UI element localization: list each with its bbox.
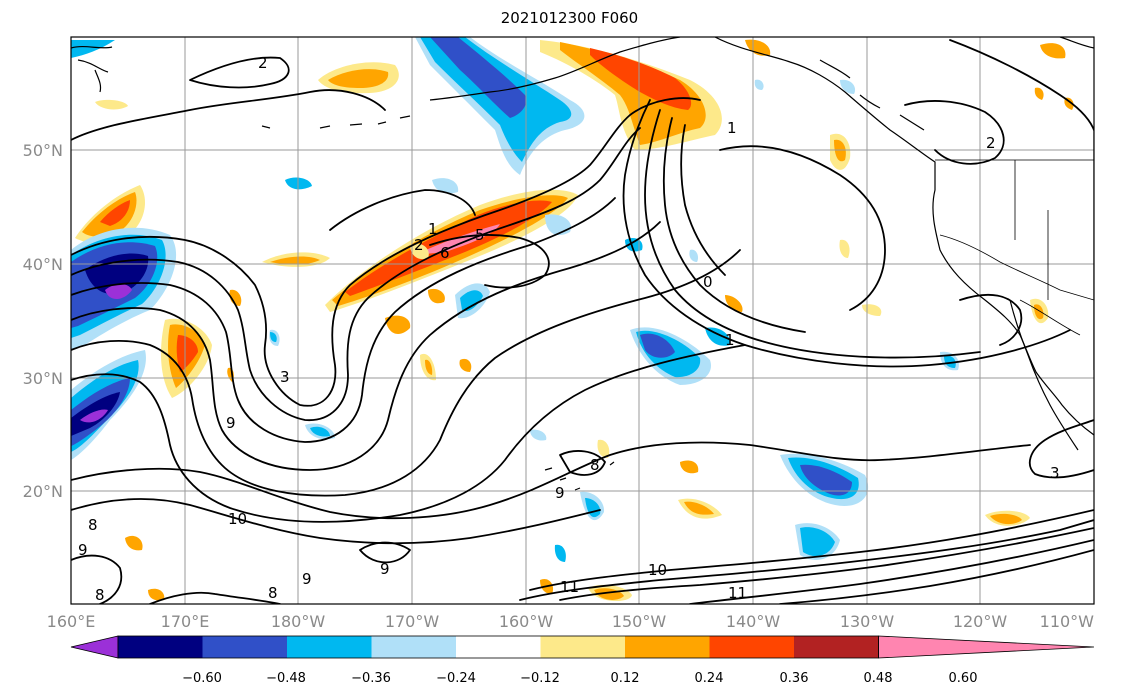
lon-label: 180°W <box>271 612 326 631</box>
colorbar-frame <box>117 635 879 659</box>
lat-label: 20°N <box>23 482 63 501</box>
colorbar-tick-label: 0.60 <box>949 671 978 686</box>
colorbar-tick-label: 0.48 <box>864 671 893 686</box>
contour-label: 9 <box>78 541 88 559</box>
lon-label: 170°E <box>161 612 210 631</box>
plot-frame <box>70 36 1095 605</box>
map-title: 2021012300 F060 <box>500 9 639 27</box>
contour-label: 5 <box>475 226 485 244</box>
contour-label: 0 <box>703 273 713 291</box>
lon-label: 160°W <box>499 612 554 631</box>
contour-label: 2 <box>414 236 424 254</box>
lon-label: 150°W <box>612 612 667 631</box>
contour-label: 9 <box>226 414 236 432</box>
contour-label: 3 <box>280 368 290 386</box>
contour-label: 11 <box>560 578 579 596</box>
colorbar-ticks: −0.60 −0.48 −0.36 −0.24 −0.12 0.12 0.24 … <box>182 671 977 686</box>
lon-label: 160°E <box>47 612 96 631</box>
colorbar-segments <box>70 635 1095 659</box>
colorbar-segment <box>540 636 626 658</box>
lon-label: 140°W <box>726 612 781 631</box>
colorbar-segment <box>625 636 710 658</box>
contour-label: 2 <box>258 54 268 72</box>
colorbar-extend-max <box>878 635 1095 659</box>
colorbar-segment <box>371 636 457 658</box>
contour-label: 10 <box>648 561 667 579</box>
colorbar-tick-label: −0.48 <box>266 671 306 686</box>
contour-label: 9 <box>302 570 312 588</box>
colorbar-segment <box>202 636 288 658</box>
longitude-labels: 160°E 170°E 180°W 170°W 160°W 150°W 140°… <box>47 612 1095 631</box>
colorbar-tick-label: 0.24 <box>695 671 724 686</box>
lon-label: 120°W <box>953 612 1008 631</box>
colorbar-tick-label: −0.12 <box>520 671 560 686</box>
contour-label: 9 <box>380 560 390 578</box>
contour-label: 1 <box>727 119 737 137</box>
contour-label: 1 <box>725 331 735 349</box>
colorbar-extend-min <box>70 635 119 659</box>
country-borders <box>935 159 1094 336</box>
lon-label: 170°W <box>385 612 440 631</box>
contour-label: 1 <box>428 220 438 238</box>
contour-label-group: 2 2 1 1 2 6 5 0 1 3 9 8 9 10 10 11 11 9 … <box>78 54 1060 604</box>
colorbar-tick-label: 0.36 <box>780 671 809 686</box>
colorbar: −0.60 −0.48 −0.36 −0.24 −0.12 0.12 0.24 … <box>70 635 1095 686</box>
contour-label: 8 <box>88 516 98 534</box>
colorbar-tick-label: −0.60 <box>182 671 222 686</box>
colorbar-segment <box>456 636 541 658</box>
contour-label: 9 <box>555 484 565 502</box>
contour-label: 8 <box>95 586 105 604</box>
lat-label: 30°N <box>23 369 63 388</box>
lat-label: 40°N <box>23 255 63 274</box>
latitude-labels: 50°N 40°N 30°N 20°N <box>23 141 63 501</box>
lat-label: 50°N <box>23 141 63 160</box>
contour-label: 11 <box>728 584 747 602</box>
contour-label: 6 <box>440 244 450 262</box>
colorbar-segment <box>287 636 372 658</box>
contour-label: 8 <box>590 456 600 474</box>
colorbar-segment <box>118 636 203 658</box>
contour-label: 3 <box>1050 464 1060 482</box>
colorbar-tick-label: 0.12 <box>611 671 640 686</box>
colorbar-segment <box>709 636 795 658</box>
colorbar-segment <box>794 636 879 658</box>
contour-label: 10 <box>228 510 247 528</box>
contour-label: 2 <box>986 134 996 152</box>
lon-label: 130°W <box>840 612 895 631</box>
map-plot: 2 2 1 1 2 6 5 0 1 3 9 8 9 10 10 11 11 9 … <box>71 37 1094 604</box>
contour-lines <box>71 39 1094 604</box>
colorbar-tick-label: −0.24 <box>436 671 476 686</box>
contour-label: 8 <box>268 584 278 602</box>
colorbar-tick-label: −0.36 <box>351 671 391 686</box>
lon-label: 110°W <box>1040 612 1095 631</box>
